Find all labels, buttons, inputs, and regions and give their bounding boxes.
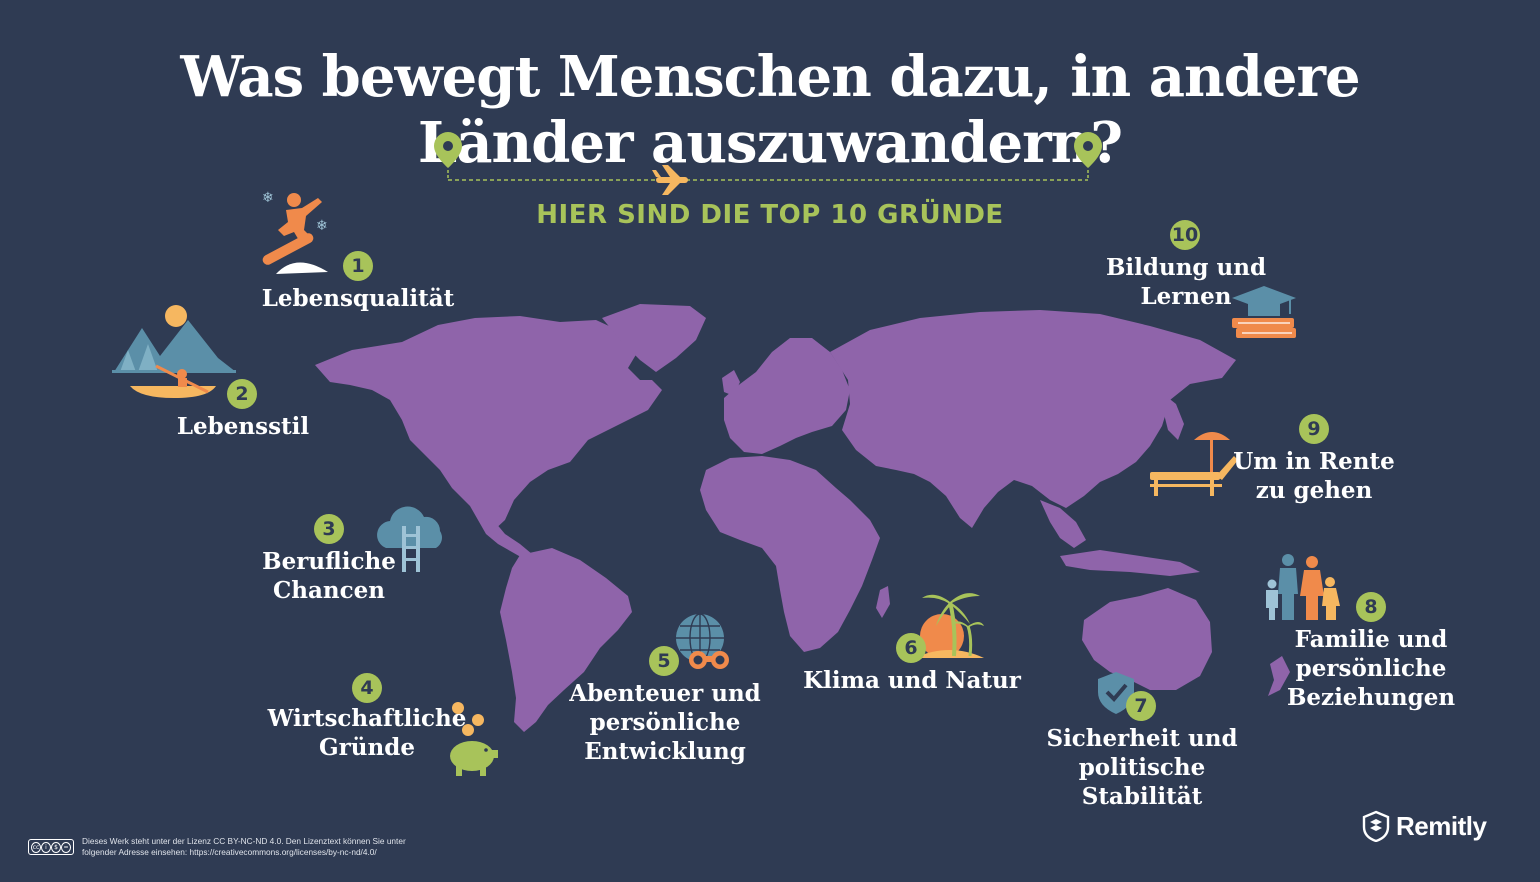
reason-7-number: 7 <box>1126 691 1156 721</box>
reason-10-number: 10 <box>1170 220 1200 250</box>
creative-commons-icon[interactable]: cc i $ = <box>28 839 74 855</box>
shield-check-icon <box>1098 672 1134 714</box>
piggy-bank-icon <box>450 702 498 776</box>
japan-shape <box>1164 396 1184 440</box>
madagascar-shape <box>876 586 890 618</box>
reason-1-number: 1 <box>343 251 373 281</box>
new-zealand-shape <box>1268 656 1290 696</box>
reason-6-label: Klima und Natur <box>803 667 1021 694</box>
north-america-shape <box>315 316 662 532</box>
reason-3-number: 3 <box>314 514 344 544</box>
reason-1-label: Lebensqualität <box>261 285 455 312</box>
africa-shape <box>700 456 880 652</box>
title-decoration <box>434 132 1102 195</box>
reason-9-number: 9 <box>1299 414 1329 444</box>
uk-shape <box>722 370 740 396</box>
australia-shape <box>1082 588 1212 690</box>
reason-2-label: Lebensstil <box>176 413 310 440</box>
reason-7-label: Sicherheit und politische Stabilität <box>1046 725 1238 810</box>
airplane-icon <box>652 165 688 195</box>
remitly-shield-icon <box>1362 810 1390 842</box>
license-line-1: Dieses Werk steht unter der Lizenz CC BY… <box>82 836 406 846</box>
page-title-line-1: Was bewegt Menschen dazu, in andere <box>180 44 1360 110</box>
license-footer: cc i $ = Dieses Werk steht unter der Lizenz… <box>28 836 406 858</box>
reason-4-number: 4 <box>352 673 382 703</box>
reason-8-label: Familie und persönliche Beziehungen <box>1286 626 1456 711</box>
license-text: Dieses Werk steht unter der Lizenz CC BY… <box>82 836 406 858</box>
cloud-ladder-icon <box>377 506 442 572</box>
south-america-shape <box>500 548 632 732</box>
reason-5-number: 5 <box>649 646 679 676</box>
brand-name: Remitly <box>1396 810 1487 841</box>
reason-9-label: Um in Rente zu gehen <box>1233 448 1395 504</box>
sunlounger-icon <box>1150 432 1238 496</box>
asia-shape <box>830 310 1236 528</box>
reason-4-label: Wirtschaftliche Gründe <box>267 705 467 761</box>
remitly-logo: Remitly <box>1362 810 1487 842</box>
family-icon <box>1266 554 1340 620</box>
location-pin-icon-right <box>1074 132 1102 168</box>
graduation-books-icon <box>1232 286 1296 338</box>
central-america-shape <box>478 520 532 560</box>
svg-text:❄: ❄ <box>316 218 328 234</box>
reason-2-number: 2 <box>227 379 257 409</box>
kayak-mountains-icon <box>112 305 236 398</box>
subtitle: HIER SIND DIE TOP 10 GRÜNDE <box>536 200 1004 230</box>
reason-6-number: 6 <box>896 633 926 663</box>
greenland-shape <box>602 304 706 372</box>
indonesia-shape <box>1060 550 1200 576</box>
svg-text:❄: ❄ <box>262 190 274 206</box>
page-title-line-2: Länder auszuwandern? <box>417 110 1123 176</box>
reason-8-number: 8 <box>1356 592 1386 622</box>
license-line-2[interactable]: folgender Adresse einsehen: https://crea… <box>82 847 377 857</box>
globe-binoculars-icon <box>676 613 729 669</box>
location-pin-icon-left <box>434 132 462 168</box>
reason-5-label: Abenteuer und persönliche Entwicklung <box>569 680 761 765</box>
southeast-asia-shape <box>1040 500 1086 548</box>
reason-3-label: Berufliche Chancen <box>262 548 396 604</box>
snowboarder-icon: ❄ ❄ <box>262 190 328 274</box>
palm-island-icon <box>914 593 984 658</box>
reason-10-label: Bildung und Lernen <box>1105 254 1267 310</box>
europe-shape <box>724 338 850 454</box>
